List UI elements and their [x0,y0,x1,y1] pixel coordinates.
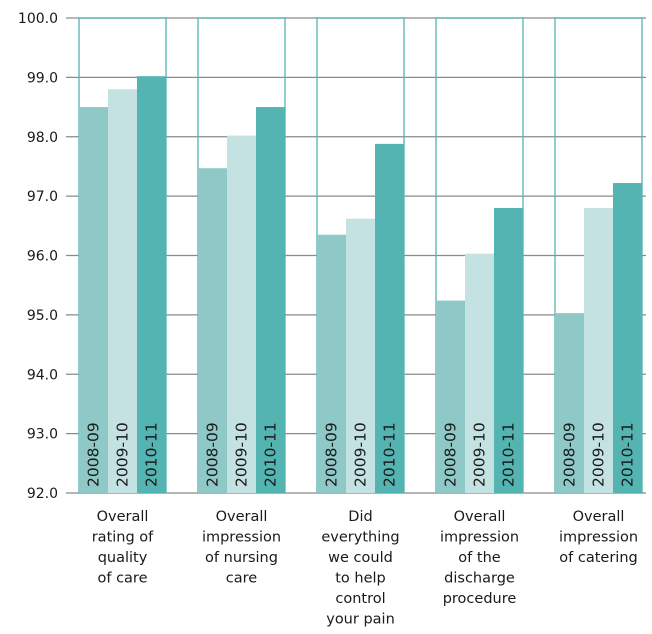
bar-series-label: 2008-09 [204,422,222,487]
bar-series-label: 2008-09 [442,422,460,487]
bar-series-label: 2009-10 [352,422,370,487]
x-category-label: Overall impression of nursing care [202,509,281,587]
bar-series-label: 2009-10 [471,422,489,487]
y-tick-label: 95.0 [27,308,58,324]
y-tick-label: 94.0 [27,367,58,383]
bar-series-label: 2010-11 [262,422,280,487]
x-category-label: Overall impression of the discharge procedur… [440,509,519,607]
series-labels: 2008-09 2009-10 2010-11 2008-09 2009-10 2010-… [85,422,637,487]
bar [256,107,285,493]
y-tick-label: 100.0 [18,11,58,27]
y-tick-label: 93.0 [27,427,58,443]
bar-series-label: 2008-09 [561,422,579,487]
bar-series-label: 2010-11 [500,422,518,487]
bar [346,218,375,493]
bar [465,253,494,493]
bar [137,76,166,493]
bar [317,234,346,493]
bar [494,208,523,493]
y-tick-label: 99.0 [27,70,58,86]
bar [613,183,642,493]
y-tick-label: 96.0 [27,249,58,265]
bar [227,135,256,493]
category-labels: Overall rating of quality of care Overall imp… [92,509,638,628]
bar [436,300,465,493]
bar-series-label: 2010-11 [381,422,399,487]
bar [108,89,137,493]
bar-series-label: 2010-11 [619,422,637,487]
y-axis-ticks: 100.0 99.0 98.0 97.0 96.0 95.0 94.0 93.0 92.0 [18,11,58,502]
bar [584,208,613,493]
bar [555,313,584,493]
bar [79,107,108,493]
y-tick-label: 98.0 [27,130,58,146]
bar-series-label: 2009-10 [114,422,132,487]
bar-series-label: 2008-09 [323,422,341,487]
bar [375,143,404,493]
bar [198,168,227,493]
x-category-label: Overall rating of quality of care [92,509,154,587]
y-tick-label: 97.0 [27,189,58,205]
bar-series-label: 2009-10 [590,422,608,487]
bar-series-label: 2009-10 [233,422,251,487]
x-category-label: Did everything we could to help control your … [321,509,399,628]
x-category-label: Overall impression of catering [559,509,638,566]
bars [79,76,642,493]
bar-series-label: 2010-11 [143,422,161,487]
bar-series-label: 2008-09 [85,422,103,487]
y-tick-label: 92.0 [27,486,58,502]
